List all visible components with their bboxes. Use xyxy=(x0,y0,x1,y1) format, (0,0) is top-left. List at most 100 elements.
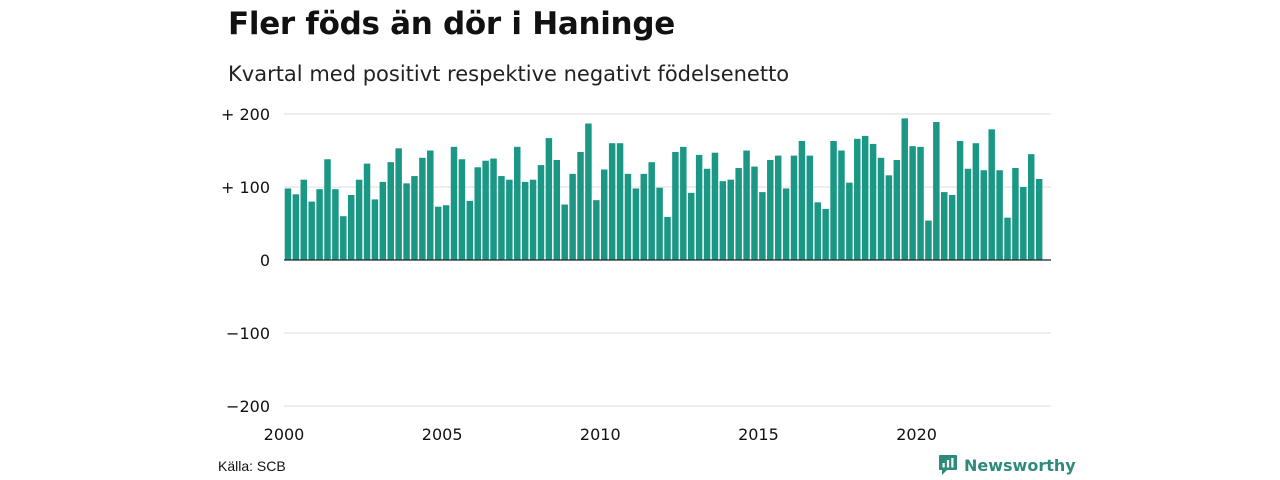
chart-subtitle: Kvartal med positivt respektive negativt… xyxy=(228,62,790,86)
bar xyxy=(474,167,481,260)
y-tick-label: −100 xyxy=(226,324,270,343)
bar xyxy=(490,158,497,260)
bar xyxy=(806,155,814,260)
bar xyxy=(743,150,750,260)
bar xyxy=(332,189,339,260)
x-tick-label: 2010 xyxy=(580,425,621,444)
bar xyxy=(703,168,711,260)
bar xyxy=(830,141,837,260)
bar xyxy=(292,194,300,260)
bar xyxy=(284,188,292,260)
bar xyxy=(664,216,671,260)
bar xyxy=(537,165,545,260)
bar xyxy=(308,201,315,260)
bar xyxy=(363,163,371,260)
bar xyxy=(972,143,980,260)
bar xyxy=(680,146,687,260)
source-note: Källa: SCB xyxy=(218,458,286,474)
bar xyxy=(735,168,742,260)
bar xyxy=(466,200,474,260)
bar xyxy=(561,204,568,260)
bar xyxy=(1020,187,1027,260)
bar xyxy=(901,118,908,260)
bar xyxy=(316,189,323,260)
bar xyxy=(759,192,766,260)
bar xyxy=(577,151,584,260)
bar xyxy=(529,179,537,260)
bar xyxy=(838,150,845,260)
bar xyxy=(585,123,592,261)
bar xyxy=(964,168,972,260)
newsworthy-wordmark: Newsworthy xyxy=(964,455,1076,475)
newsworthy-logo: Newsworthy xyxy=(938,454,1076,476)
bar xyxy=(514,146,521,260)
bar xyxy=(885,175,893,260)
bar xyxy=(593,200,600,260)
bar xyxy=(917,146,924,260)
y-tick-label: −200 xyxy=(226,397,270,416)
bar xyxy=(948,195,956,260)
bar xyxy=(427,150,434,260)
bar xyxy=(727,179,734,260)
bar xyxy=(458,159,466,260)
bar xyxy=(782,188,790,260)
bar xyxy=(616,143,624,260)
bar xyxy=(893,159,901,260)
bar xyxy=(450,146,458,260)
bar xyxy=(719,181,727,260)
bar xyxy=(411,176,418,260)
bar xyxy=(648,162,655,260)
bar xyxy=(877,157,885,260)
bar xyxy=(300,179,308,260)
bar xyxy=(347,195,355,260)
bar xyxy=(434,206,442,260)
chart-title: Fler föds än dör i Haninge xyxy=(228,6,675,42)
x-tick-label: 2005 xyxy=(422,425,463,444)
bar xyxy=(1035,178,1043,260)
bar xyxy=(774,155,782,260)
bar xyxy=(640,173,648,260)
bar xyxy=(419,157,426,260)
y-tick-label: + 100 xyxy=(221,178,270,197)
bar xyxy=(395,148,402,260)
bar xyxy=(442,205,450,260)
bar xyxy=(506,179,513,260)
bar xyxy=(798,141,806,260)
bar xyxy=(553,159,561,260)
bar xyxy=(711,152,719,260)
bar xyxy=(624,173,632,260)
bar xyxy=(854,138,861,260)
bar xyxy=(925,220,932,260)
bar xyxy=(996,170,1003,260)
bar xyxy=(569,173,576,260)
bar xyxy=(403,183,410,260)
bar xyxy=(767,159,774,260)
bar xyxy=(1004,217,1011,260)
x-tick-label: 2015 xyxy=(738,425,779,444)
bar xyxy=(521,181,529,260)
bar xyxy=(956,141,964,260)
bar xyxy=(324,159,331,260)
bar xyxy=(822,208,829,260)
bar xyxy=(482,160,489,260)
bar xyxy=(751,166,758,260)
bar xyxy=(814,202,821,260)
y-tick-label: 0 xyxy=(260,251,270,270)
bar xyxy=(355,179,363,260)
bar xyxy=(498,176,505,260)
y-tick-label: + 200 xyxy=(221,105,270,124)
bar xyxy=(941,192,948,260)
bar xyxy=(608,143,616,260)
bar xyxy=(846,182,853,260)
bar xyxy=(601,169,608,260)
bar xyxy=(988,129,995,260)
bar xyxy=(980,170,988,260)
bar xyxy=(695,154,703,260)
bar xyxy=(545,138,553,260)
bar xyxy=(790,155,798,260)
bar xyxy=(672,151,679,260)
bar xyxy=(861,135,869,260)
bar xyxy=(371,199,379,260)
x-tick-label: 2020 xyxy=(896,425,937,444)
